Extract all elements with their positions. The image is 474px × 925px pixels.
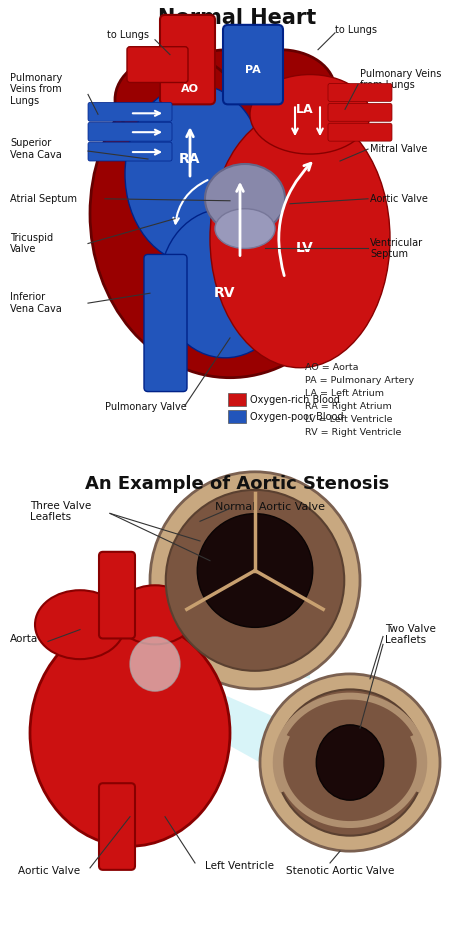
Text: LA = Left Atrium: LA = Left Atrium [305, 389, 384, 398]
Text: Stenotic Aortic Valve: Stenotic Aortic Valve [286, 866, 394, 876]
FancyBboxPatch shape [144, 254, 187, 391]
Ellipse shape [160, 209, 290, 358]
Ellipse shape [215, 209, 275, 249]
Text: Pulmonary
Veins from
Lungs: Pulmonary Veins from Lungs [10, 73, 62, 106]
Text: PA = Pulmonary Artery: PA = Pulmonary Artery [305, 376, 414, 385]
Text: Superior
Vena Cava: Superior Vena Cava [10, 138, 62, 160]
Ellipse shape [210, 109, 390, 368]
Ellipse shape [30, 620, 230, 846]
Text: Oxygen-poor Blood: Oxygen-poor Blood [250, 413, 344, 423]
Ellipse shape [115, 586, 195, 645]
FancyBboxPatch shape [99, 552, 135, 638]
FancyBboxPatch shape [223, 25, 283, 105]
Text: Pulmonary Valve: Pulmonary Valve [105, 402, 187, 413]
Ellipse shape [316, 725, 384, 800]
Text: LV = Left Ventricle: LV = Left Ventricle [305, 415, 392, 424]
Text: Oxygen-rich Blood: Oxygen-rich Blood [250, 395, 340, 404]
Ellipse shape [130, 637, 180, 691]
FancyBboxPatch shape [88, 122, 172, 142]
Ellipse shape [276, 689, 424, 835]
Text: PA: PA [245, 65, 261, 75]
Text: RA: RA [179, 152, 201, 166]
Polygon shape [145, 669, 300, 762]
Text: Mitral Valve: Mitral Valve [370, 144, 428, 154]
Bar [228, 392, 246, 405]
FancyBboxPatch shape [328, 83, 392, 102]
Ellipse shape [225, 50, 335, 130]
Text: Aortic Valve: Aortic Valve [370, 193, 428, 204]
FancyBboxPatch shape [99, 783, 135, 870]
Text: Pulmonary Veins
from Lungs: Pulmonary Veins from Lungs [360, 68, 441, 91]
Text: to Lungs: to Lungs [335, 25, 377, 35]
FancyBboxPatch shape [88, 142, 172, 161]
Ellipse shape [35, 590, 125, 660]
Ellipse shape [250, 75, 370, 154]
Text: Normal Aortic Valve: Normal Aortic Valve [215, 501, 325, 512]
Text: AO: AO [181, 84, 199, 94]
Ellipse shape [205, 164, 285, 233]
Text: LV: LV [296, 241, 314, 255]
Ellipse shape [197, 513, 313, 627]
Text: Three Valve
Leaflets: Three Valve Leaflets [30, 500, 91, 523]
Ellipse shape [260, 674, 440, 851]
Ellipse shape [166, 490, 344, 671]
Text: to Lungs: to Lungs [107, 30, 149, 40]
FancyBboxPatch shape [328, 104, 392, 121]
FancyBboxPatch shape [160, 15, 215, 105]
Text: Atrial Septum: Atrial Septum [10, 193, 77, 204]
Ellipse shape [150, 472, 360, 689]
Text: AO = Aorta: AO = Aorta [305, 364, 358, 372]
Text: RV: RV [214, 286, 236, 301]
Text: Tricuspid
Valve: Tricuspid Valve [10, 233, 53, 254]
Text: RA = Right Atrium: RA = Right Atrium [305, 402, 392, 411]
Text: Left Ventricle: Left Ventricle [206, 861, 274, 871]
Ellipse shape [125, 84, 265, 264]
FancyBboxPatch shape [88, 103, 172, 121]
Text: Aorta: Aorta [10, 635, 38, 645]
Bar [228, 411, 246, 424]
Text: RV = Right Ventricle: RV = Right Ventricle [305, 428, 401, 437]
Ellipse shape [115, 55, 235, 144]
Polygon shape [145, 487, 310, 698]
Ellipse shape [90, 50, 370, 377]
Text: Ventricular
Septum: Ventricular Septum [370, 238, 423, 259]
Text: Two Valve
Leaflets: Two Valve Leaflets [385, 623, 436, 646]
Text: Inferior
Vena Cava: Inferior Vena Cava [10, 292, 62, 314]
Text: LA: LA [296, 103, 314, 116]
FancyBboxPatch shape [127, 46, 188, 82]
Text: Aortic Valve: Aortic Valve [18, 866, 80, 876]
Text: Normal Heart: Normal Heart [158, 8, 316, 28]
Text: An Example of Aortic Stenosis: An Example of Aortic Stenosis [85, 475, 389, 493]
FancyBboxPatch shape [328, 123, 392, 142]
